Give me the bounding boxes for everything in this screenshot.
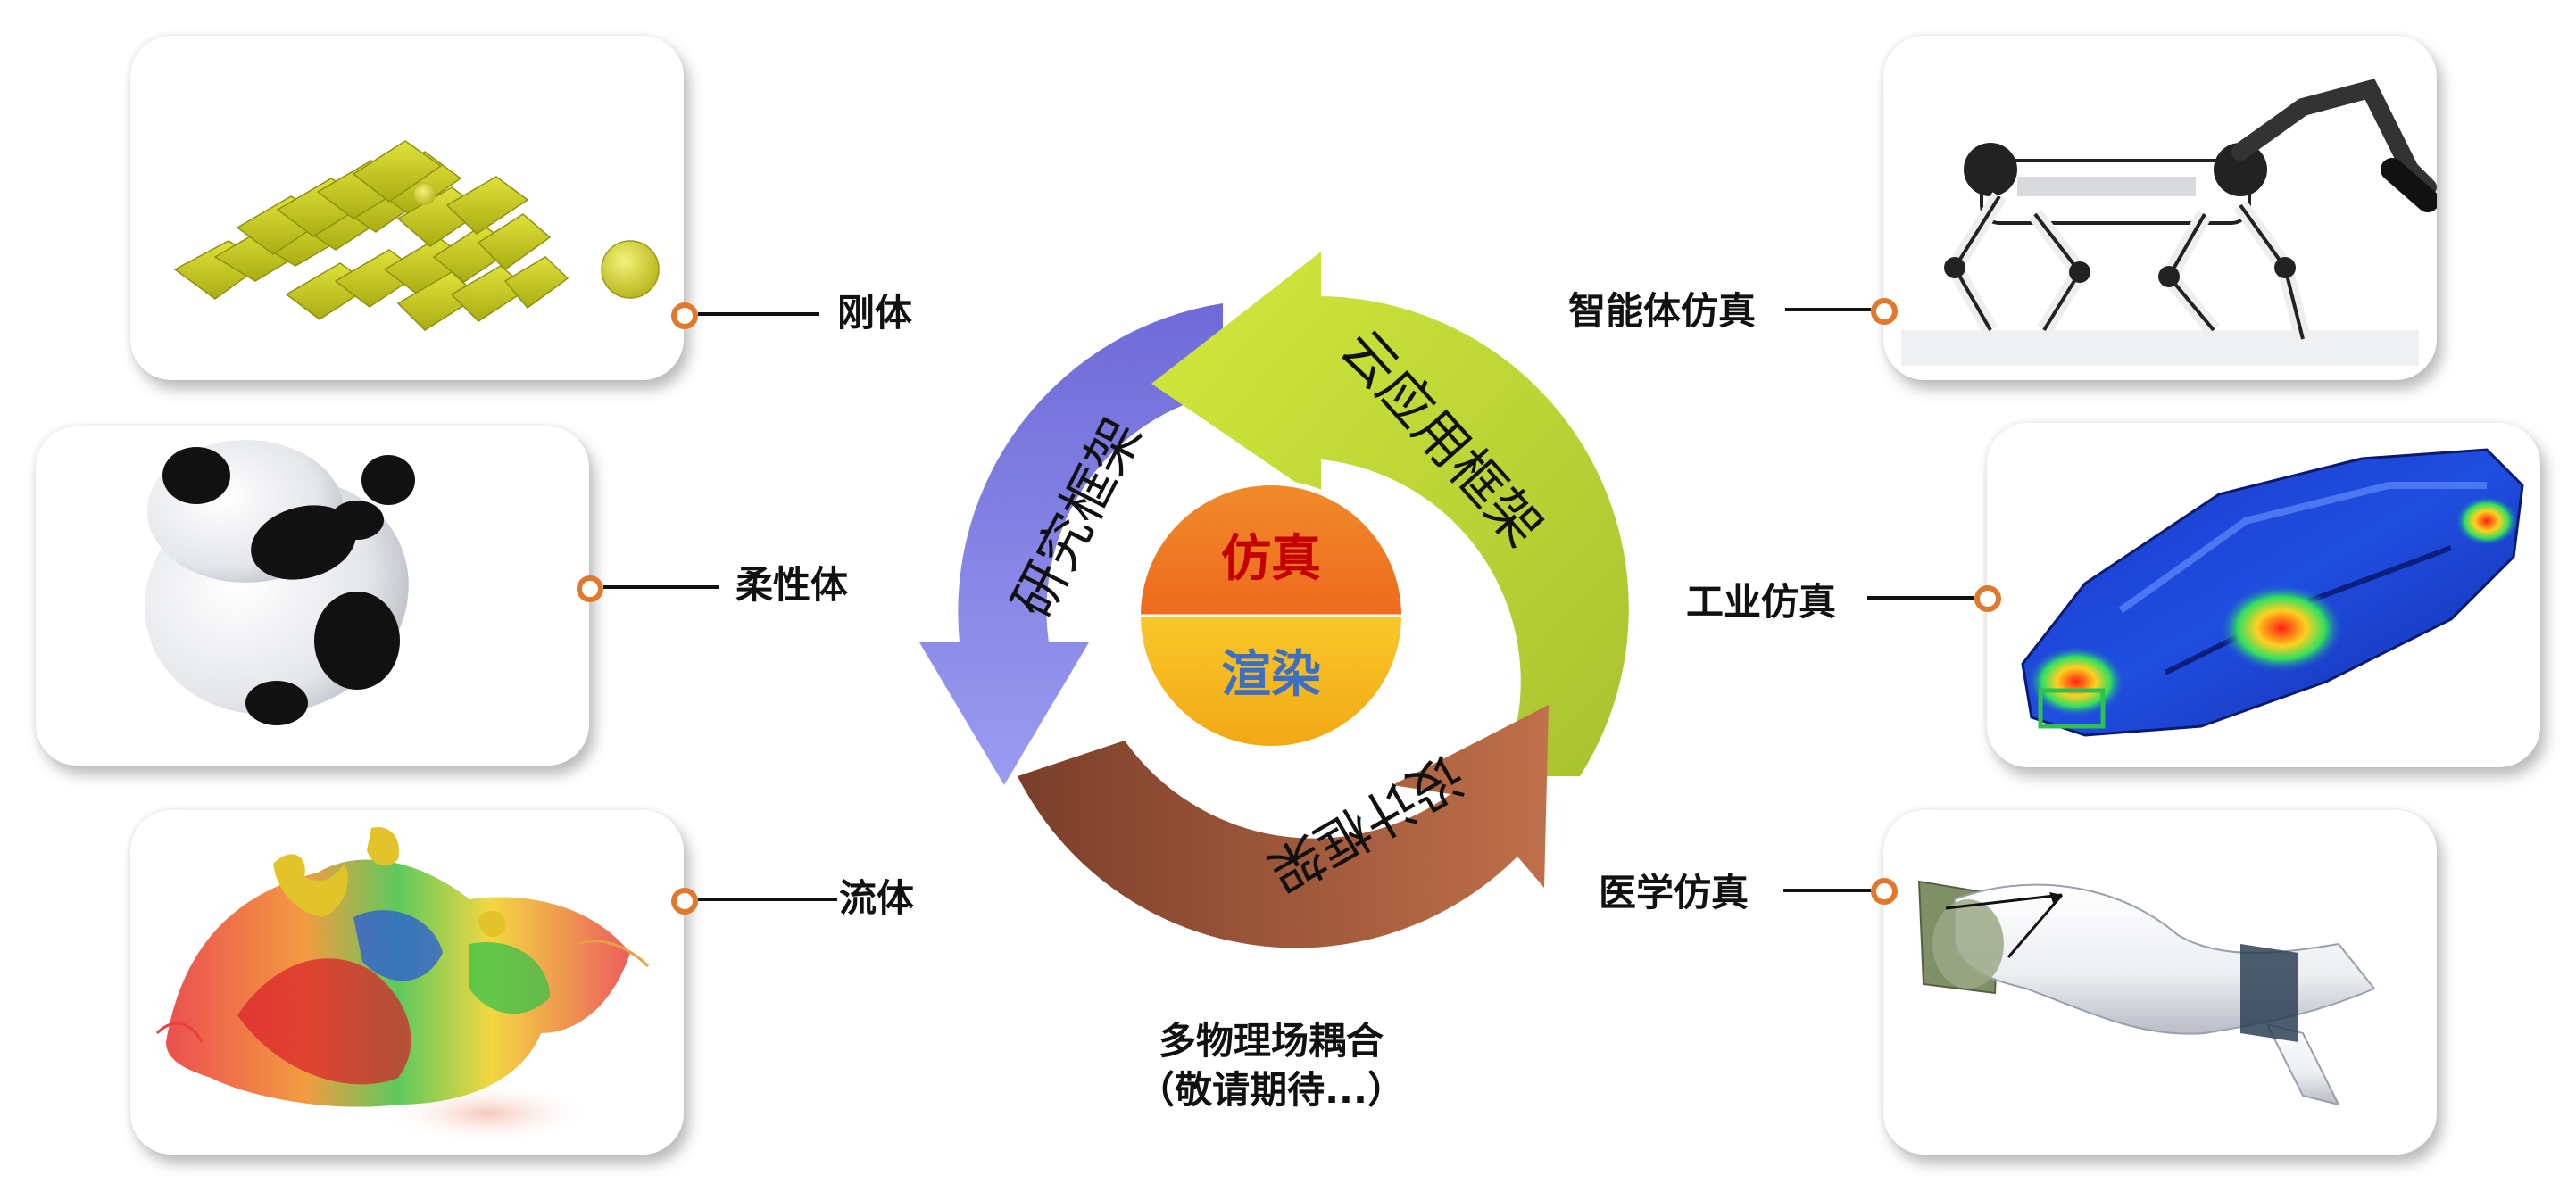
rigid-body-label: 刚体 (837, 291, 913, 335)
car-body-fea-image (2021, 448, 2524, 737)
multiphysics-caption: 多物理场耦合 （敬请期待...） (1093, 1017, 1450, 1114)
fluid-connector-line (698, 898, 837, 901)
industrial-sim-label: 工业仿真 (1686, 580, 1837, 624)
fluid-label: 流体 (839, 876, 915, 920)
fluid-image (155, 827, 650, 1145)
soft-body-card (36, 426, 589, 766)
simulation-label: 仿真 (1221, 530, 1321, 588)
simulation-half (1141, 485, 1401, 616)
medical-sim-connector-line (1783, 889, 1871, 892)
fluid-card (130, 810, 684, 1155)
robot-dog-image (1901, 79, 2437, 366)
rigid-body-card (130, 36, 684, 380)
soft-body-label: 柔性体 (735, 563, 849, 607)
rendering-half (1141, 616, 1401, 746)
medical-sim-connector-dot (1871, 878, 1898, 905)
caption-line-2: （敬请期待...） (1137, 1067, 1405, 1112)
agent-sim-label: 智能体仿真 (1568, 289, 1757, 333)
cloud-framework-arrow (1151, 252, 1629, 776)
rigid-body-image (173, 140, 660, 331)
design-framework-arrow (1018, 705, 1549, 948)
blood-vessel-image (1917, 880, 2376, 1106)
soft-body-connector-dot (577, 575, 603, 602)
rigid-body-connector-line (698, 312, 819, 316)
research-framework-arrow (919, 303, 1223, 785)
fluid-connector-dot (671, 888, 698, 915)
soft-body-image (145, 440, 415, 725)
caption-line-1: 多物理场耦合 (1158, 1019, 1384, 1063)
industrial-sim-connector-line (1867, 596, 1974, 600)
medical-sim-label: 医学仿真 (1599, 871, 1749, 915)
agent-sim-connector-line (1785, 308, 1871, 311)
industrial-sim-connector-dot (1974, 585, 2001, 612)
soft-body-connector-line (603, 585, 719, 589)
medical-sim-card (1883, 810, 2437, 1155)
industrial-sim-card (1987, 423, 2540, 767)
rigid-body-connector-dot (671, 302, 698, 329)
agent-sim-connector-dot (1871, 298, 1898, 325)
agent-sim-card (1883, 36, 2437, 380)
rendering-label: 渲染 (1221, 646, 1321, 704)
